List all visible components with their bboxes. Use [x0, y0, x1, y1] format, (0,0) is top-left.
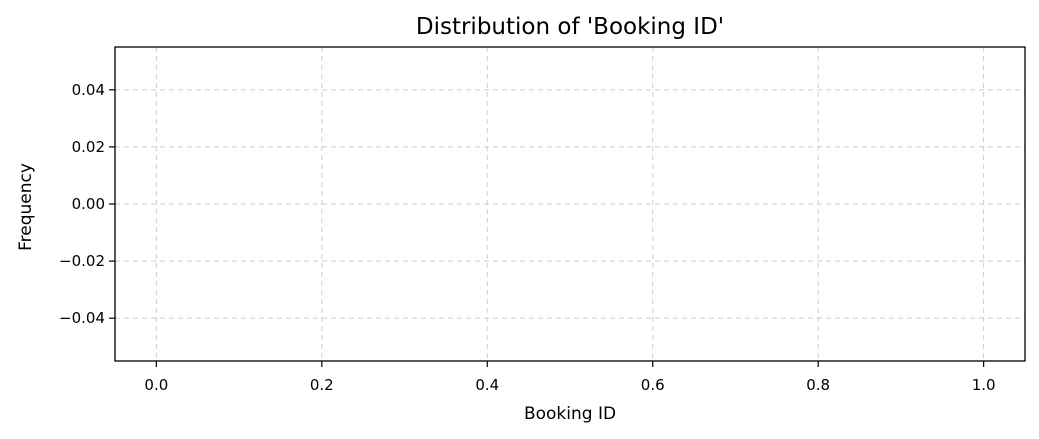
y-tick-label: 0.02: [72, 138, 105, 156]
x-tick-label: 1.0: [972, 376, 996, 394]
grid-lines: [115, 47, 1025, 361]
chart-title: Distribution of 'Booking ID': [416, 14, 724, 40]
x-axis-ticks: 0.0 0.2 0.4 0.6 0.8 1.0: [144, 361, 996, 394]
x-tick-label: 0.0: [144, 376, 168, 394]
x-tick-label: 0.2: [310, 376, 334, 394]
y-tick-label: −0.04: [59, 309, 105, 327]
y-axis-label: Frequency: [16, 163, 36, 251]
y-tick-label: 0.04: [72, 81, 105, 99]
y-tick-label: 0.00: [72, 195, 105, 213]
x-tick-label: 0.4: [475, 376, 499, 394]
y-axis-ticks: 0.04 0.02 0.00 −0.02 −0.04: [59, 81, 115, 327]
y-tick-label: −0.02: [59, 252, 105, 270]
x-axis-label: Booking ID: [524, 404, 616, 424]
x-tick-label: 0.8: [806, 376, 830, 394]
x-tick-label: 0.6: [641, 376, 665, 394]
